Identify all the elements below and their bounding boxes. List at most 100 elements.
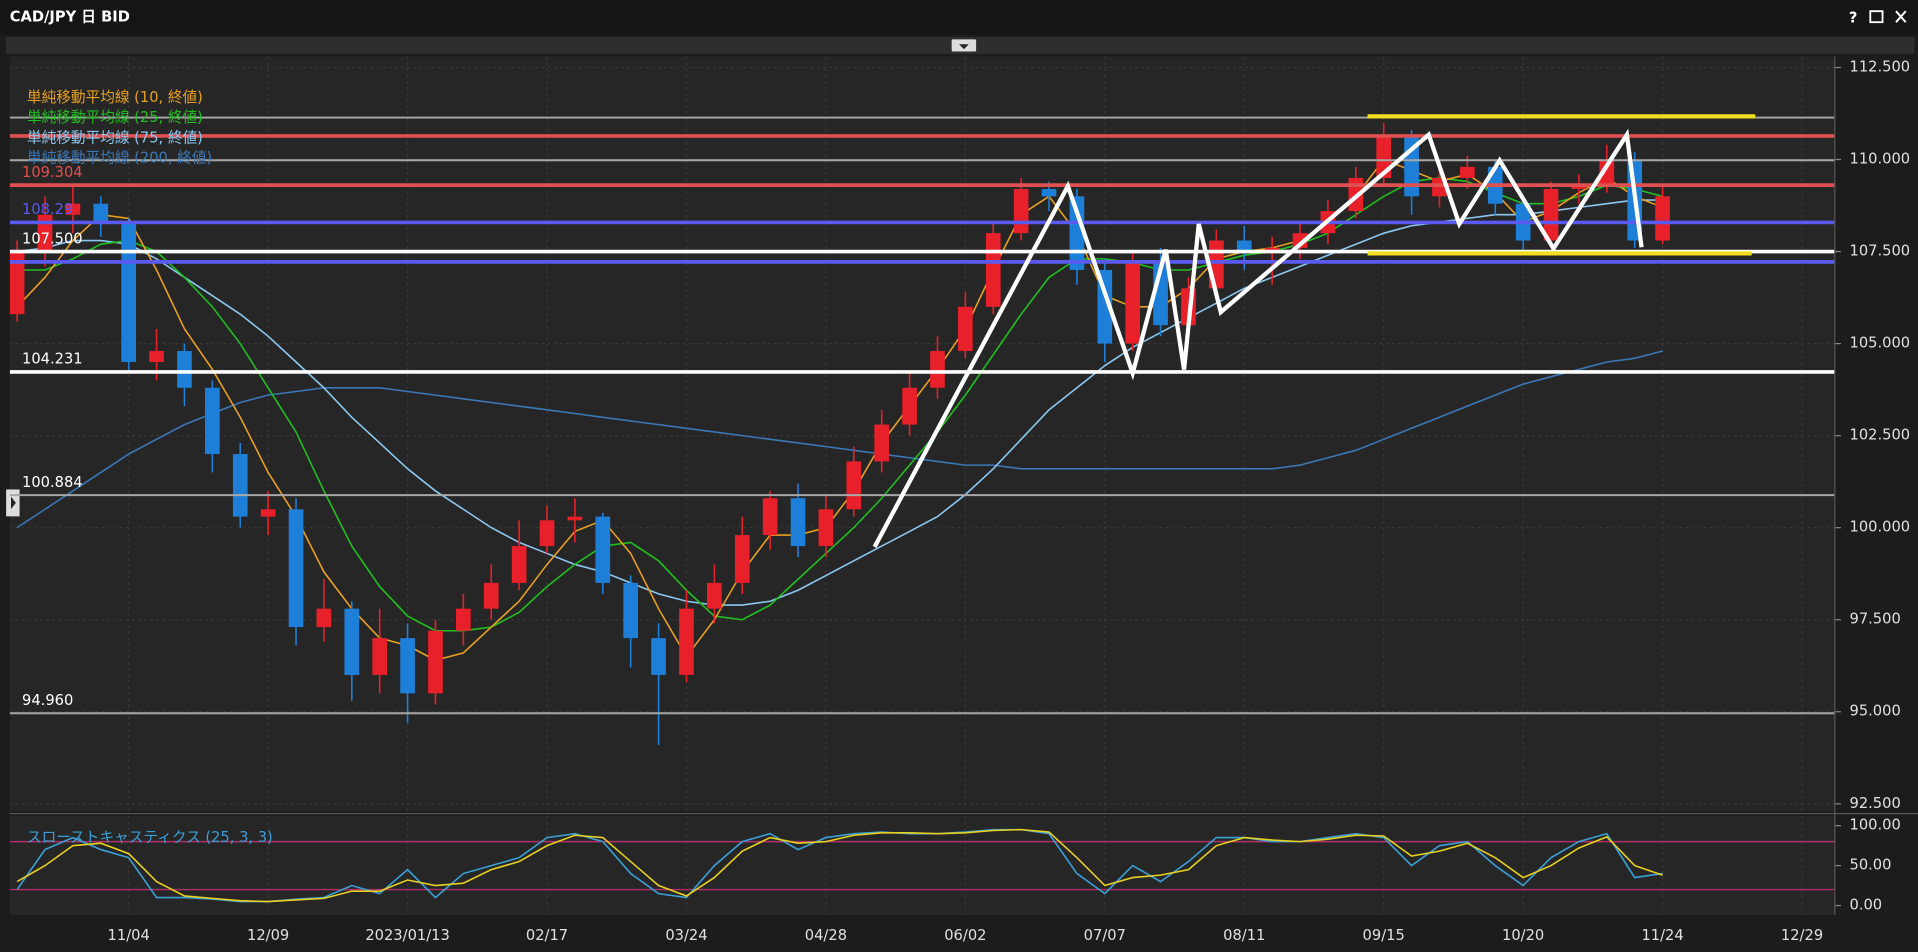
candle-body [121,222,137,363]
candle-body [651,638,666,675]
horizontal-line-label: 109.304 [22,164,83,181]
candle-body [1543,188,1559,241]
y-tick-label: 110.000 [1850,151,1911,168]
side-handle-icon [11,496,16,510]
help-button[interactable]: ? [1849,10,1858,27]
x-tick-label: 08/11 [1223,927,1265,944]
legend-entry: 単純移動平均線 (200, 終値) [27,150,212,167]
candle-body [930,350,945,388]
candle-body [1571,185,1587,189]
maximize-button[interactable] [1869,10,1884,24]
stochastic-chart [9,816,1835,916]
x-tick-label: 07/07 [1084,927,1126,944]
candle-body [734,535,750,583]
series-line [17,177,1663,632]
x-tick-label: 10/20 [1502,927,1544,944]
horizontal-line-label: 94.960 [22,692,73,709]
candle-body [177,350,192,388]
candle-body [846,461,862,510]
y-tick-label: 102.500 [1850,427,1911,444]
x-tick-label: 06/02 [944,927,986,944]
candle-body [1013,188,1029,234]
candle-body [372,638,388,675]
candle-body [874,424,890,462]
candle-body [316,608,332,628]
candle-body [9,251,25,315]
candle-body [344,608,360,675]
y-tick-label: 107.500 [1850,243,1911,260]
x-tick-label: 11/24 [1641,927,1683,944]
candle-body [818,509,834,547]
close-button[interactable] [1895,10,1907,23]
candle-body [1292,233,1308,248]
y-tick-label: 112.500 [1850,58,1911,75]
zigzag-annotation [872,128,1644,548]
main-plot-area [9,56,1835,812]
labels: 112.500 110.000 107.500 105.000 102.500 100.0… [9,56,1918,944]
candle-body [1236,240,1252,252]
main-chart [9,56,1835,812]
candle-body [1655,196,1670,241]
y-tick-label: 95.000 [1850,703,1901,720]
candle-body [511,546,527,583]
x-tick-label: 04/28 [805,927,847,944]
candle-body [93,203,109,223]
candle-body [985,233,1001,307]
y-tick-label: 92.500 [1850,795,1901,812]
series-line [17,199,1663,606]
window-title: CAD/JPY 日 BID [10,8,130,25]
legend-entry: 単純移動平均線 (75, 終値) [27,129,203,146]
x-tick-label: 12/29 [1781,927,1823,944]
candle-body [1041,188,1057,197]
horizontal-line-label: 104.231 [22,351,83,368]
candle-body [539,520,555,547]
candle-body [567,516,583,521]
y-tick-label: 0.00 [1850,897,1883,914]
title-bar [0,0,1918,35]
y-tick-label: 105.000 [1850,335,1911,352]
legend-entry: 単純移動平均線 (10, 終値) [27,89,203,106]
candle-body [428,630,443,694]
y-tick-label: 100.00 [1850,817,1901,834]
candle-body [65,203,81,215]
series-line [16,350,1663,529]
candle-body [1264,247,1280,252]
candle-body [762,498,778,536]
candle-body [902,387,917,425]
candle-body [790,498,806,547]
collapse-icon [959,44,969,50]
candle-body [232,454,248,517]
candle-body [260,509,276,517]
candle-body [456,608,471,631]
horizontal-line-label: 108.29 [22,201,73,218]
horizontal-line-label: 100.884 [22,474,83,491]
candle-body [1460,166,1475,178]
candle-body [483,582,499,609]
x-tick-label: 09/15 [1363,927,1405,944]
x-tick-label: 2023/01/13 [365,927,449,944]
panel-title: スローストキャスティクス (25, 3, 3) [27,829,273,846]
candle-body [679,608,694,675]
candle-body [623,582,639,639]
candle-body [595,516,611,583]
candle-body [707,582,722,609]
candle-body [1599,159,1615,186]
candle-body [958,306,973,351]
candle-body [288,509,304,628]
x-tick-label: 12/09 [247,927,289,944]
annotations [872,114,1756,548]
x-tick-label: 02/17 [526,927,568,944]
y-tick-label: 97.500 [1850,611,1901,628]
candle-body [1125,262,1141,344]
x-tick-label: 11/04 [108,927,150,944]
legend-entry: 単純移動平均線 (25, 終値) [27,109,203,126]
candle-body [400,638,415,694]
x-tick-label: 03/24 [665,927,707,944]
candle-body [205,387,220,455]
series-line [16,828,1663,903]
y-tick-label: 50.00 [1850,857,1892,874]
y-tick-label: 100.000 [1850,519,1911,536]
candle-body [149,350,164,363]
